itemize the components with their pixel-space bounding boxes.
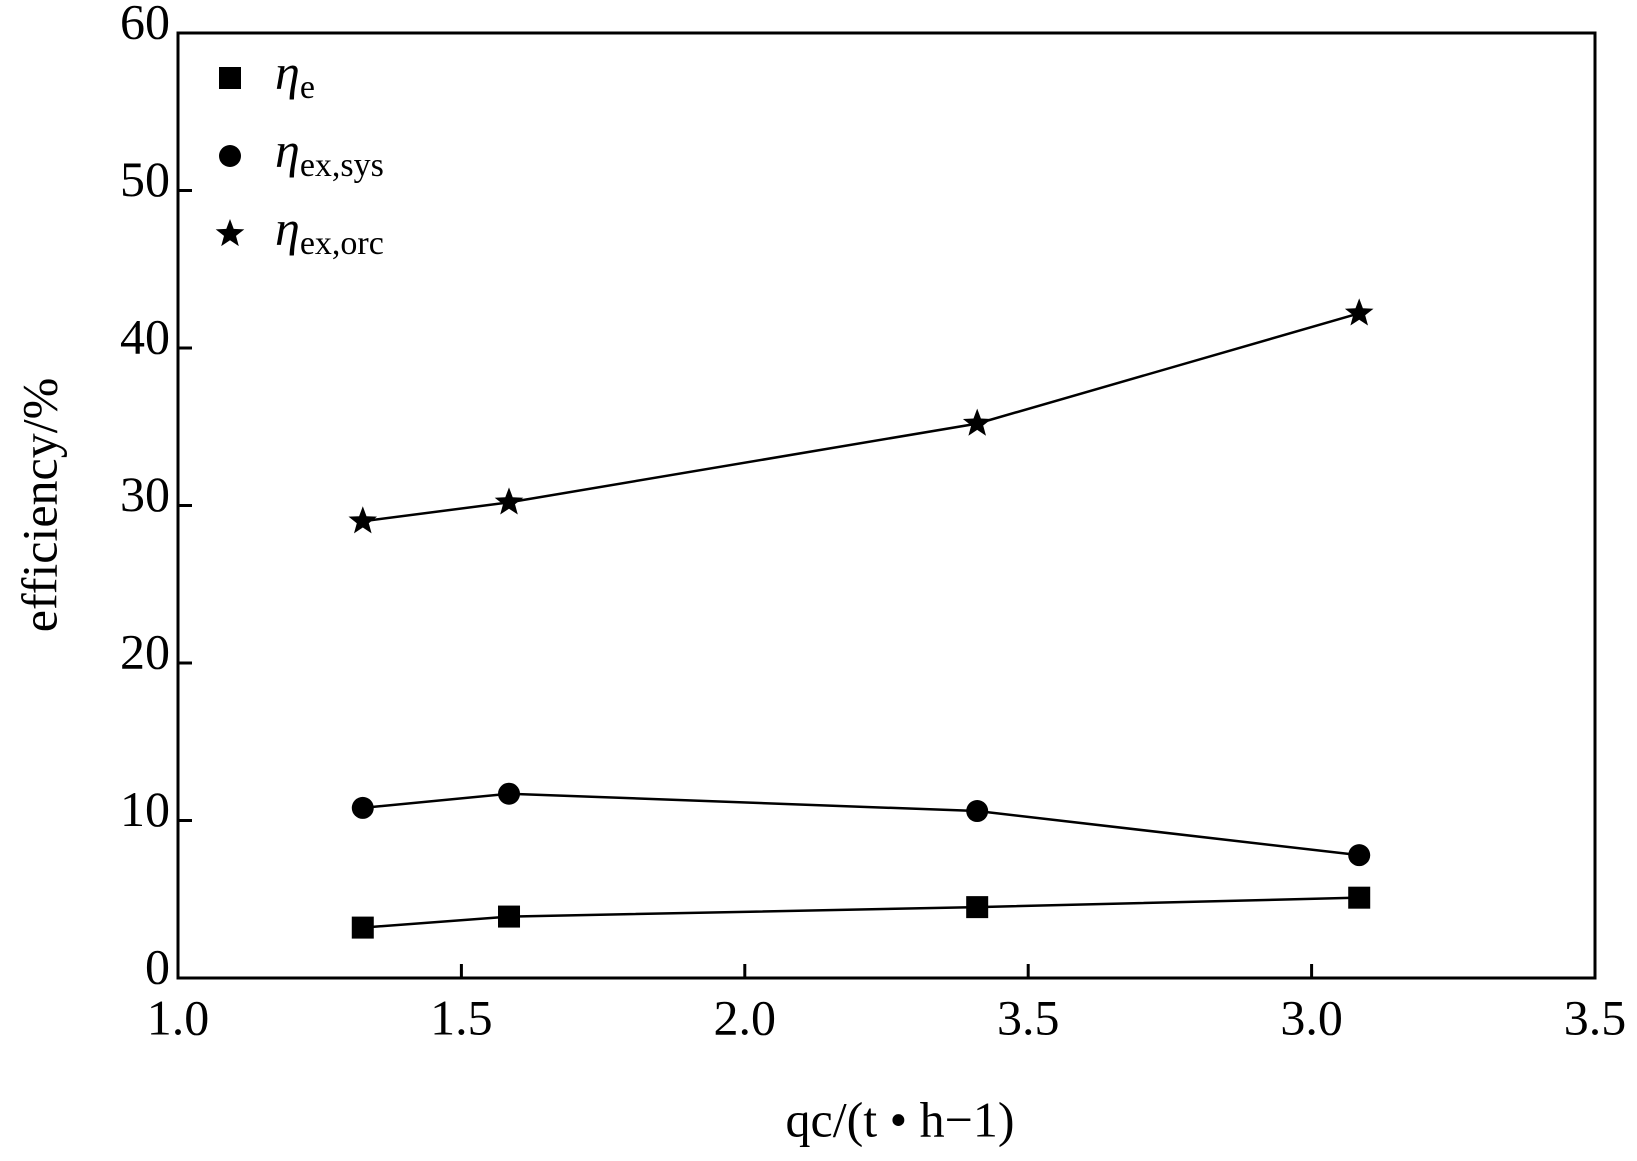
series-line <box>362 896 1360 929</box>
marker-square <box>219 67 241 89</box>
x-tick-label: 1.5 <box>430 989 493 1045</box>
marker-circle <box>498 782 521 805</box>
y-tick-label: 60 <box>120 0 170 49</box>
x-tick-label: 3.5 <box>1564 989 1627 1045</box>
y-tick-label: 30 <box>120 466 170 522</box>
x-tick-label: 1.0 <box>147 989 210 1045</box>
marker-star <box>494 487 524 515</box>
marker-square <box>966 896 989 919</box>
plot-frame <box>176 31 1597 980</box>
marker-star <box>348 506 377 534</box>
marker-circle <box>351 796 374 819</box>
marker-star <box>962 408 992 436</box>
marker-circle <box>1348 844 1371 867</box>
marker-square <box>498 905 521 928</box>
y-tick-label: 10 <box>120 781 170 837</box>
y-tick-label: 40 <box>120 308 170 364</box>
x-axis-label: qc/(t • h−1) <box>786 1091 1015 1147</box>
y-tick-label: 50 <box>120 151 170 207</box>
x-tick-label: 3.5 <box>997 989 1060 1045</box>
legend-label: ηex,sys <box>275 122 384 183</box>
legend-label: ηe <box>275 44 315 105</box>
series-line <box>362 792 1360 857</box>
series-line <box>362 312 1360 523</box>
marker-star <box>215 219 245 247</box>
marker-circle <box>966 800 989 823</box>
x-tick-label: 3.0 <box>1280 989 1343 1045</box>
x-tick-label: 2.0 <box>714 989 777 1045</box>
marker-circle <box>219 145 241 167</box>
marker-square <box>351 916 374 939</box>
y-tick-label: 20 <box>120 623 170 679</box>
legend-label: ηex,orc <box>275 200 384 261</box>
y-tick-label: 0 <box>145 938 170 994</box>
marker-star <box>1344 298 1374 326</box>
y-axis-label: efficiency/% <box>11 378 67 633</box>
marker-square <box>1348 886 1371 909</box>
